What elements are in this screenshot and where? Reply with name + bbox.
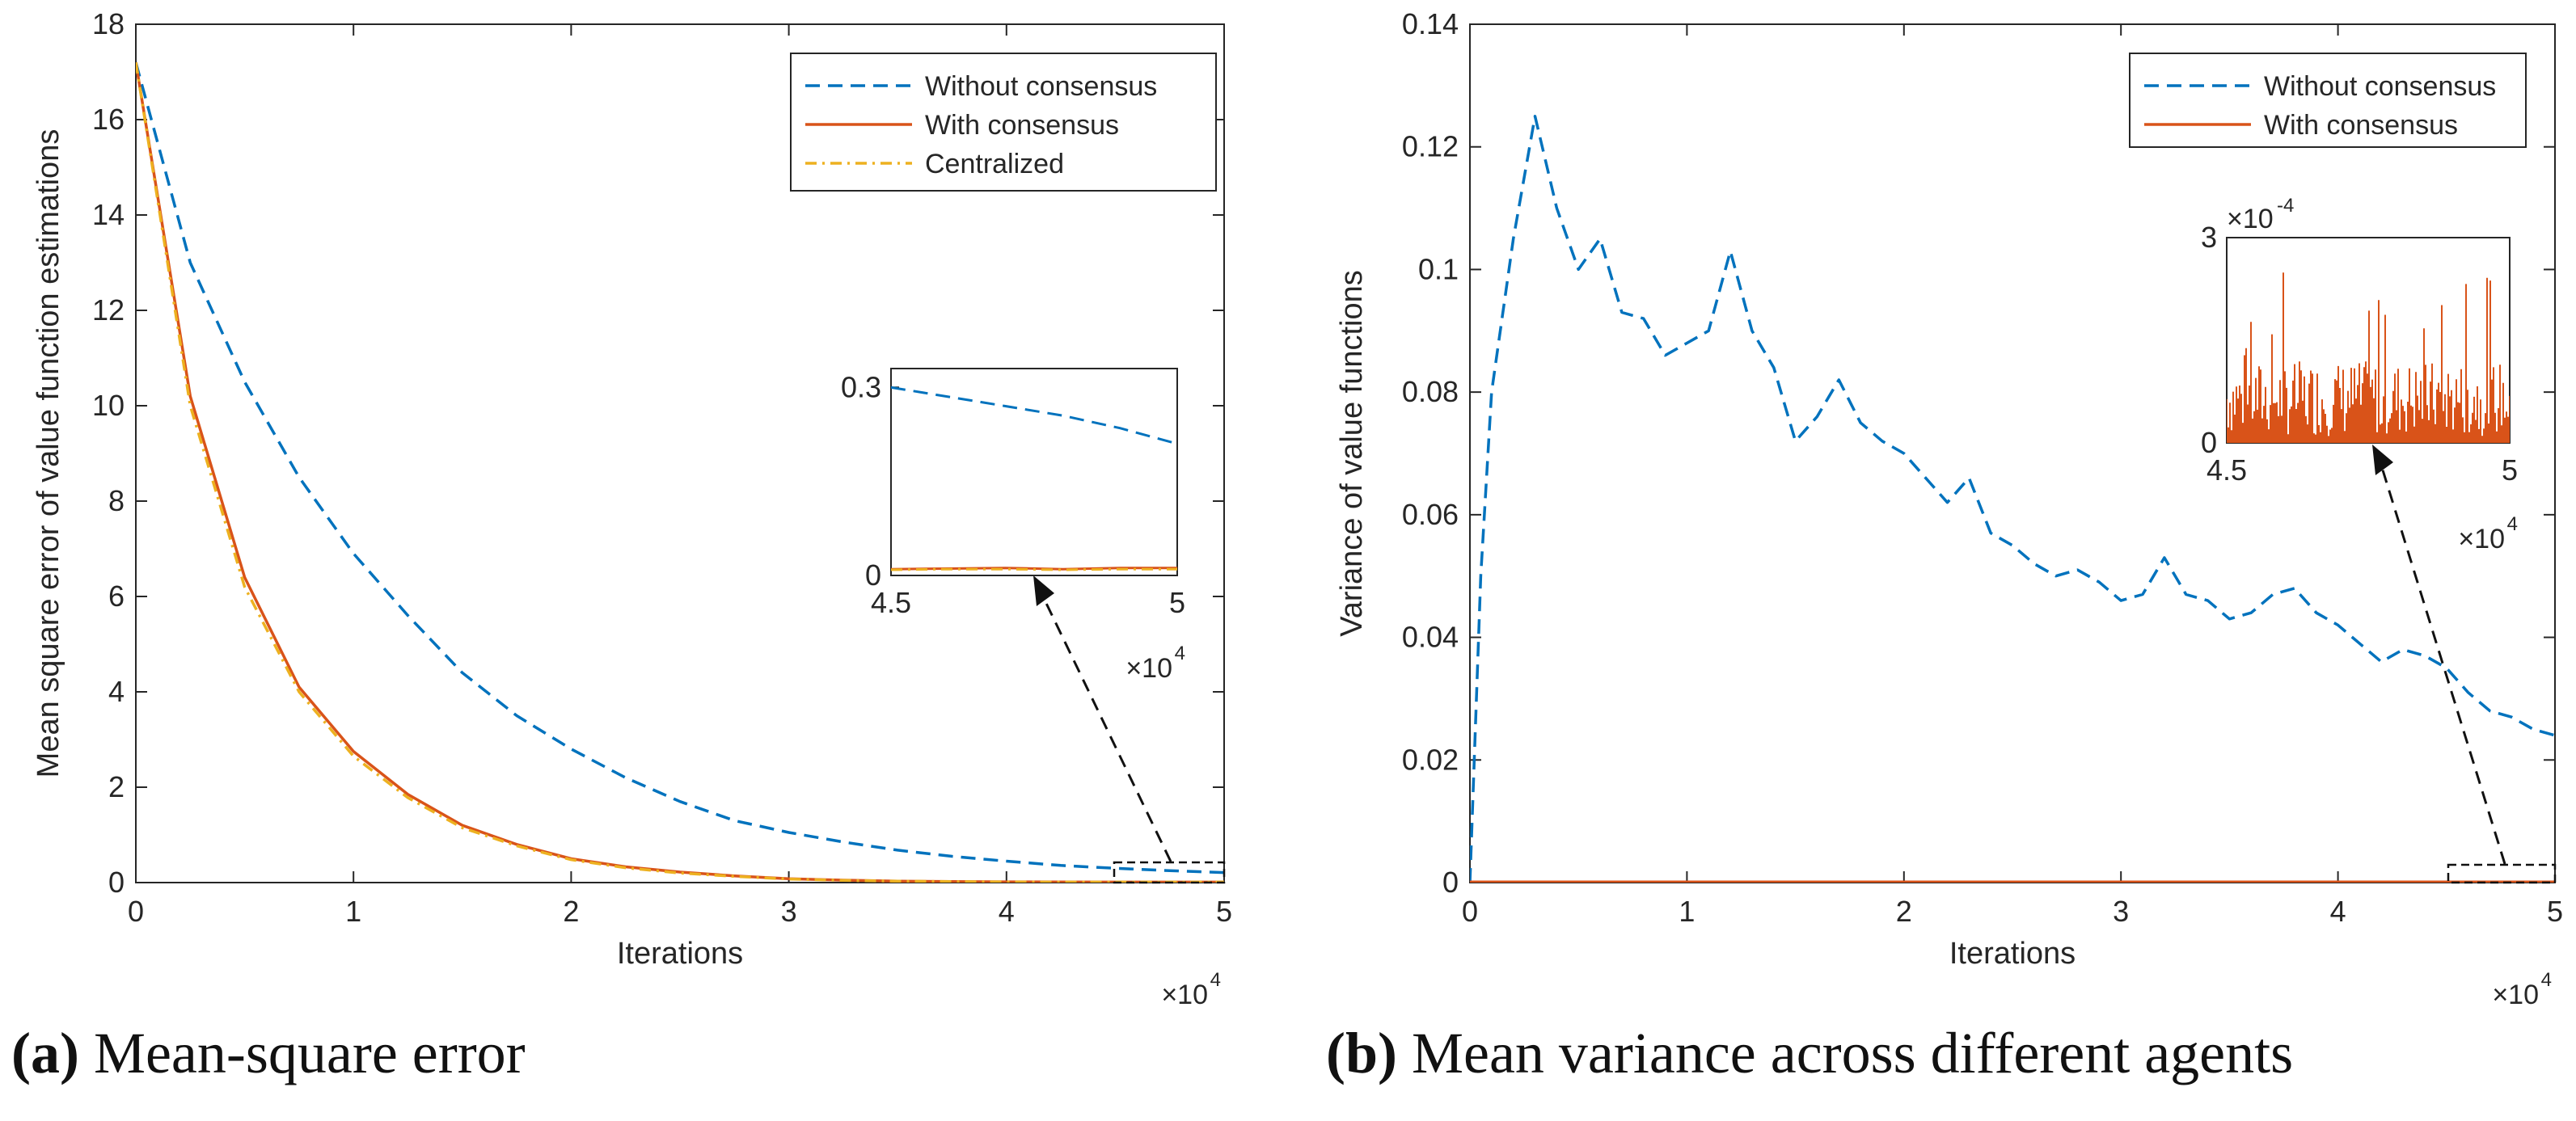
x-axis-multiplier: ×10 <box>1161 980 1208 1010</box>
x-tick-label: 3 <box>781 895 797 928</box>
x-tick-label: 5 <box>2547 895 2563 928</box>
inset-y-multiplier-exponent: -4 <box>2277 195 2294 217</box>
caption-b-text: Mean variance across different agents <box>1412 1021 2294 1085</box>
y-tick-label: 4 <box>108 675 125 708</box>
x-axis-multiplier-exponent: 4 <box>1210 969 1221 991</box>
x-tick-label: 4 <box>2330 895 2346 928</box>
y-tick-label: 8 <box>108 484 125 517</box>
series-line-without-consensus <box>1470 115 2555 883</box>
y-tick-label: 0.14 <box>1402 7 1459 40</box>
inset-x-tick-label: 5 <box>2502 453 2518 487</box>
x-axis-label: Iterations <box>617 937 743 971</box>
legend: Without consensus With consensus Centraliz… <box>790 53 1217 192</box>
inset-frame <box>890 368 1178 576</box>
caption-b-tag: (b) <box>1326 1021 1397 1085</box>
legend: Without consensus With consensus <box>2129 53 2527 148</box>
zoom-arrow-line <box>1040 592 1172 862</box>
inset-y-tick-label: 3 <box>2201 221 2217 254</box>
inset-series-without-consensus <box>891 386 1177 445</box>
plot-frame <box>1469 23 2556 883</box>
legend-label: With consensus <box>2264 110 2458 141</box>
y-tick-label: 0.12 <box>1402 130 1459 163</box>
caption-a-text: Mean-square error <box>93 1021 526 1085</box>
caption-b: (b) Mean variance across different agent… <box>1326 1020 2293 1087</box>
x-tick-label: 1 <box>345 895 361 928</box>
y-tick-label: 6 <box>108 579 125 613</box>
x-tick-label: 2 <box>1896 895 1912 928</box>
inset: 4.5 503×10 4×10 -4 <box>2201 195 2518 554</box>
y-tick-label: 16 <box>92 103 125 136</box>
caption-a: (a) Mean-square error <box>11 1020 526 1087</box>
inset-x-tick-label: 4.5 <box>871 586 911 619</box>
x-tick-label: 1 <box>1679 895 1695 928</box>
legend-label: With consensus <box>925 110 1119 141</box>
x-tick-label: 5 <box>1216 895 1232 928</box>
inset-x-tick-label: 5 <box>1169 586 1185 619</box>
y-tick-label: 14 <box>92 198 125 231</box>
y-axis-label: Variance of value functions <box>1335 270 1369 636</box>
inset-series-with-consensus <box>2227 272 2510 443</box>
inset-x-multiplier: ×10 <box>1125 653 1172 684</box>
inset-x-multiplier-exponent: 4 <box>1175 643 1185 664</box>
zoom-region-box <box>1113 861 1226 884</box>
x-axis-multiplier-exponent: 4 <box>2541 969 2552 991</box>
inset-y-tick-label: 0 <box>2201 426 2217 459</box>
x-tick-label: 0 <box>1462 895 1478 928</box>
legend-label: Centralized <box>925 149 1064 179</box>
series-line-centralized <box>136 61 1224 883</box>
y-tick-label: 12 <box>92 293 125 327</box>
inset-x-tick-label: 4.5 <box>2206 453 2247 487</box>
x-tick-label: 0 <box>128 895 144 928</box>
zoom-arrow-head <box>1033 575 1054 606</box>
legend-box <box>790 53 1217 192</box>
y-tick-label: 0 <box>1442 866 1459 899</box>
legend-box <box>2129 53 2527 148</box>
legend-label: Without consensus <box>925 71 1157 102</box>
inset-x-multiplier-exponent: 4 <box>2507 513 2518 535</box>
y-tick-label: 0.08 <box>1402 375 1459 408</box>
inset-y-tick-label: 0 <box>865 558 881 592</box>
y-tick-label: 0.02 <box>1402 743 1459 776</box>
x-axis-label: Iterations <box>1949 937 2076 971</box>
zoom-region-box <box>2447 863 2557 884</box>
chart-panel-b: 0 1 2 3 4 5 0 0.02 0.04 0.06 0.08 0.1 0.12 0.14 Iterat… <box>1335 7 2563 1010</box>
inset-x-multiplier: ×10 <box>2458 524 2505 554</box>
caption-a-tag: (a) <box>11 1021 79 1085</box>
y-axis-label: Mean square error of value function esti… <box>32 129 65 778</box>
inset-y-tick-label: 0.3 <box>841 370 881 403</box>
y-tick-label: 0.1 <box>1418 252 1459 285</box>
x-axis-multiplier: ×10 <box>2492 980 2539 1010</box>
legend-label: Without consensus <box>2264 71 2496 102</box>
zoom-arrow-head <box>2372 445 2393 475</box>
inset: 4.5 5 0 0.3 ×10 4 <box>841 368 1185 684</box>
y-tick-label: 0.06 <box>1402 498 1459 531</box>
x-tick-label: 2 <box>563 895 579 928</box>
y-tick-label: 0 <box>108 866 125 899</box>
series-line-without-consensus <box>136 61 1224 874</box>
inset-y-multiplier: ×10 <box>2227 204 2274 234</box>
y-tick-label: 0.04 <box>1402 621 1459 654</box>
x-tick-label: 4 <box>999 895 1015 928</box>
plot-frame <box>135 23 1225 883</box>
x-tick-label: 3 <box>2113 895 2129 928</box>
y-tick-label: 18 <box>92 7 125 40</box>
y-tick-label: 10 <box>92 389 125 422</box>
zoom-arrow-line <box>2379 461 2506 865</box>
inset-series-centralized <box>891 567 1177 571</box>
y-tick-label: 2 <box>108 770 125 803</box>
